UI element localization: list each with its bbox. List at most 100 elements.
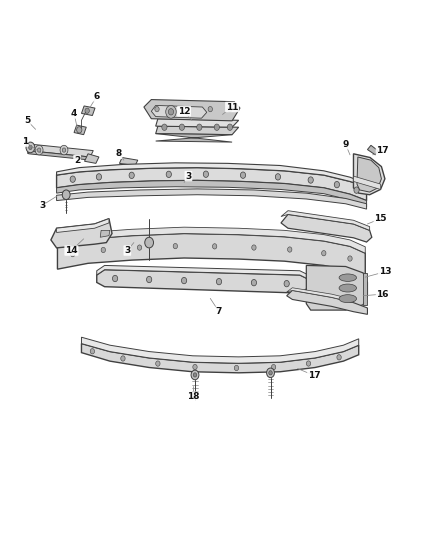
Circle shape (155, 107, 159, 112)
Circle shape (77, 127, 82, 133)
Text: 5: 5 (24, 116, 30, 125)
Circle shape (306, 361, 311, 366)
Circle shape (62, 148, 66, 152)
Circle shape (147, 276, 152, 282)
Circle shape (251, 279, 257, 286)
Text: 8: 8 (116, 149, 122, 158)
Circle shape (26, 142, 35, 153)
Circle shape (354, 187, 359, 193)
Circle shape (155, 361, 160, 366)
Polygon shape (57, 180, 367, 207)
Polygon shape (81, 106, 95, 116)
Polygon shape (28, 144, 31, 154)
Circle shape (138, 245, 142, 250)
Circle shape (269, 370, 272, 375)
Circle shape (252, 245, 256, 250)
Polygon shape (57, 167, 367, 200)
Circle shape (197, 124, 202, 131)
Circle shape (28, 146, 32, 150)
Ellipse shape (339, 295, 357, 303)
Polygon shape (363, 273, 367, 305)
Text: 13: 13 (379, 268, 391, 276)
Polygon shape (287, 288, 353, 303)
Circle shape (121, 356, 125, 361)
Polygon shape (74, 125, 86, 135)
Circle shape (276, 174, 281, 180)
Text: 6: 6 (94, 92, 100, 101)
Polygon shape (85, 154, 99, 164)
Polygon shape (97, 270, 308, 293)
Polygon shape (120, 158, 138, 165)
Polygon shape (151, 106, 207, 118)
Text: 15: 15 (374, 214, 387, 223)
Circle shape (166, 106, 176, 118)
Text: 1: 1 (21, 137, 28, 146)
Polygon shape (155, 134, 232, 142)
Text: 4: 4 (71, 109, 77, 118)
Polygon shape (353, 154, 385, 195)
Polygon shape (353, 176, 381, 189)
Text: 7: 7 (216, 307, 222, 316)
Circle shape (272, 365, 276, 370)
Circle shape (62, 190, 70, 199)
Polygon shape (57, 233, 365, 277)
Polygon shape (57, 163, 367, 187)
Circle shape (70, 176, 75, 182)
Ellipse shape (339, 274, 357, 281)
Circle shape (168, 109, 173, 115)
Circle shape (227, 124, 233, 131)
Circle shape (191, 370, 199, 379)
Polygon shape (28, 144, 93, 157)
Circle shape (348, 256, 352, 261)
Polygon shape (281, 214, 372, 242)
Circle shape (321, 251, 326, 256)
Circle shape (35, 146, 43, 155)
Circle shape (145, 237, 153, 248)
Polygon shape (81, 344, 359, 373)
Text: 17: 17 (376, 146, 389, 155)
Polygon shape (28, 151, 92, 160)
Circle shape (234, 365, 239, 370)
Circle shape (284, 280, 289, 287)
Circle shape (214, 124, 219, 131)
Circle shape (203, 171, 208, 177)
Circle shape (193, 373, 197, 377)
Circle shape (337, 354, 341, 360)
Circle shape (113, 276, 118, 282)
Polygon shape (57, 189, 367, 209)
Circle shape (181, 277, 187, 284)
Circle shape (71, 252, 75, 257)
Circle shape (37, 148, 41, 152)
Text: 16: 16 (377, 289, 389, 298)
Text: 12: 12 (178, 107, 191, 116)
Polygon shape (81, 337, 359, 364)
Circle shape (267, 368, 275, 377)
Circle shape (85, 108, 89, 114)
Circle shape (90, 349, 95, 354)
Text: 18: 18 (187, 392, 199, 401)
Polygon shape (97, 265, 308, 279)
Circle shape (173, 244, 177, 249)
Polygon shape (357, 157, 381, 192)
Text: 3: 3 (124, 246, 131, 255)
Circle shape (216, 278, 222, 285)
Circle shape (240, 172, 246, 179)
Circle shape (308, 177, 313, 183)
Text: 3: 3 (185, 172, 191, 181)
Text: 17: 17 (308, 371, 321, 380)
Circle shape (228, 107, 232, 112)
Polygon shape (281, 211, 370, 230)
Circle shape (162, 124, 167, 131)
Circle shape (129, 172, 134, 179)
Text: 9: 9 (343, 140, 349, 149)
Circle shape (208, 107, 212, 112)
Ellipse shape (339, 284, 357, 292)
Circle shape (60, 146, 68, 155)
Circle shape (288, 247, 292, 252)
Text: 11: 11 (226, 102, 238, 111)
Circle shape (212, 244, 217, 249)
Polygon shape (100, 230, 110, 237)
Polygon shape (57, 219, 109, 232)
Text: 3: 3 (39, 201, 45, 210)
Polygon shape (51, 219, 112, 248)
